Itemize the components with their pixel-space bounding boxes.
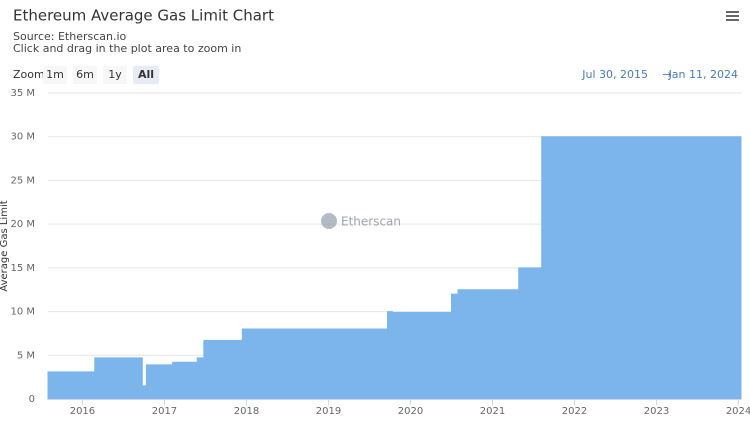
y-tick-label: 15 M [10, 263, 35, 274]
watermark-logo [321, 213, 337, 229]
zoom-button-label[interactable]: 6m [76, 68, 94, 81]
zoom-button[interactable] [73, 66, 97, 84]
area [47, 136, 742, 400]
range-arrow: → [662, 68, 671, 81]
chart-title: Ethereum Average Gas Limit Chart [13, 7, 274, 25]
menu-bar[interactable] [726, 11, 739, 13]
x-tick-label: 2020 [398, 406, 423, 417]
chart-subtitle: Source: Etherscan.io [13, 30, 127, 43]
y-tick-label: 35 M [10, 88, 35, 99]
y-tick-label: 0 [29, 394, 35, 405]
zoom-button-label[interactable]: 1m [46, 68, 64, 81]
y-tick-label: 20 M [10, 219, 35, 230]
y-tick-label: 5 M [17, 350, 35, 361]
x-tick-label: 2023 [644, 406, 669, 417]
y-tick-label: 30 M [10, 132, 35, 143]
y-tick-label: 25 M [10, 175, 35, 186]
menu-bar[interactable] [726, 19, 739, 21]
zoom-button[interactable] [43, 66, 67, 84]
x-tick-label: 2018 [234, 406, 259, 417]
x-tick-label: 2016 [70, 406, 95, 417]
chart-hint: Click and drag in the plot area to zoom … [13, 42, 241, 55]
watermark-text: Etherscan [341, 215, 401, 229]
y-tick-label: 10 M [10, 307, 35, 318]
x-tick-label: 2024 [726, 406, 750, 417]
zoom-button[interactable] [133, 66, 159, 84]
x-tick-label: 2019 [316, 406, 341, 417]
watermark: Etherscan [321, 213, 401, 229]
menu-icon[interactable] [726, 11, 739, 21]
x-tick-label: 2017 [152, 406, 177, 417]
x-tick-label: 2021 [480, 406, 505, 417]
zoom-button-label[interactable]: 1y [108, 68, 122, 81]
menu-bar[interactable] [726, 15, 739, 17]
zoom-button[interactable] [103, 66, 127, 84]
zoom-button-label[interactable]: All [138, 68, 154, 81]
x-tick-label: 2022 [562, 406, 587, 417]
y-axis-label: Average Gas Limit [0, 200, 10, 291]
zoom-label: Zoom [13, 68, 45, 81]
range-to[interactable]: Jan 11, 2024 [668, 68, 738, 81]
range-from[interactable]: Jul 30, 2015 [581, 68, 648, 81]
